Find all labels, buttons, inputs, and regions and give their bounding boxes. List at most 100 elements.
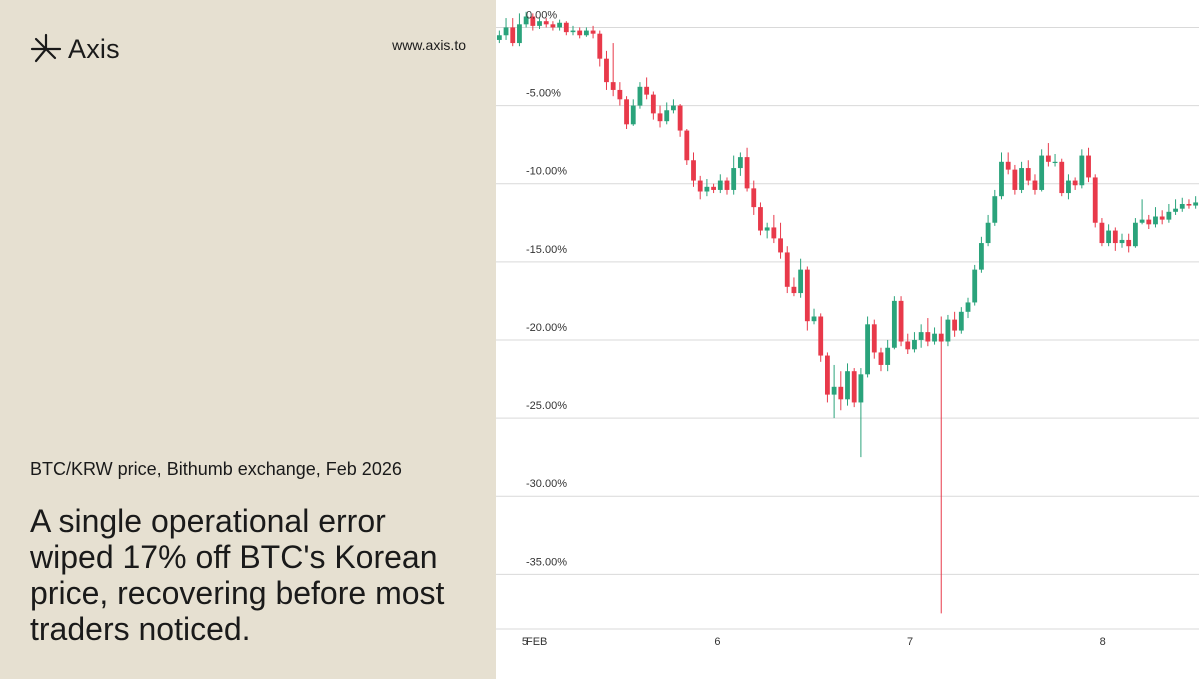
candle	[1112, 227, 1118, 251]
x-tick-label: FEB	[526, 636, 547, 648]
candle-body	[751, 188, 757, 208]
candle-layer	[496, 11, 1199, 614]
candle	[523, 11, 529, 28]
candle	[1173, 199, 1178, 215]
candle	[724, 177, 730, 195]
candle	[918, 324, 924, 348]
candle-body	[932, 333, 937, 342]
candle	[657, 105, 663, 128]
x-tick-label: 7	[907, 636, 913, 648]
candle-body	[1052, 161, 1058, 164]
candle	[583, 27, 589, 37]
candle-body	[898, 300, 904, 342]
candle	[858, 368, 864, 458]
candle	[1193, 196, 1199, 209]
candle	[731, 155, 737, 195]
candle-body	[1032, 180, 1038, 190]
candle	[751, 180, 757, 215]
candle-body	[784, 252, 790, 287]
candle	[764, 222, 770, 239]
candle	[644, 77, 650, 100]
candle-body	[523, 16, 529, 25]
candle	[1012, 164, 1018, 195]
candle	[1005, 152, 1011, 175]
candle-body	[650, 94, 656, 114]
candle-body	[1106, 230, 1112, 244]
candle	[610, 43, 616, 97]
chart-panel: 0.00% -5.00% -10.00% -15.00% -20.00% -25.00% -…	[496, 4, 1199, 679]
candle-body	[704, 186, 710, 192]
candle-body	[624, 99, 629, 125]
candle	[871, 319, 877, 359]
candle-body	[724, 180, 730, 190]
candle-body	[543, 21, 549, 25]
candle	[1079, 149, 1085, 189]
candle-body	[577, 30, 583, 36]
candle-body	[978, 243, 984, 270]
candle-body	[985, 222, 991, 244]
candle	[811, 308, 817, 325]
candle	[597, 30, 603, 67]
candle	[1032, 174, 1038, 195]
candle	[650, 91, 656, 120]
candle-body	[570, 30, 576, 33]
candle-body	[644, 86, 650, 95]
candle-body	[945, 319, 951, 342]
candle-body	[537, 21, 542, 26]
x-tick-label: 6	[714, 636, 720, 648]
candle-body	[557, 22, 563, 28]
candle	[1039, 149, 1045, 192]
y-tick-label: -30.00%	[526, 478, 567, 490]
candle	[704, 179, 710, 197]
candle-body	[925, 332, 931, 342]
candle	[1092, 174, 1098, 228]
candle	[1186, 199, 1192, 209]
candle	[784, 246, 790, 294]
candle-body	[865, 324, 870, 375]
candle-body	[1019, 168, 1024, 190]
brand-name: Axis	[68, 33, 120, 64]
candle-body	[992, 196, 998, 223]
candle-body	[818, 316, 824, 356]
x-tick-label: 5	[522, 636, 528, 648]
candle	[503, 18, 509, 40]
candle-body	[1092, 177, 1098, 223]
candle	[604, 50, 609, 90]
candle-body	[617, 89, 623, 100]
candle-body	[563, 22, 569, 33]
candle-body	[1126, 239, 1132, 247]
chart-subtitle: BTC/KRW price, Bithumb exchange, Feb 202…	[30, 459, 402, 479]
candle	[865, 316, 870, 378]
candle-body	[1193, 202, 1199, 206]
x-tick-label: 8	[1100, 636, 1106, 648]
candle	[845, 363, 850, 406]
candle-body	[583, 30, 589, 36]
candle-body	[891, 300, 897, 348]
candle	[664, 102, 670, 125]
candle	[798, 258, 804, 298]
brand[interactable]: Axis	[30, 33, 120, 65]
website-link[interactable]: www.axis.to	[392, 37, 466, 53]
candle	[543, 18, 549, 28]
candle	[684, 129, 690, 165]
candle	[1052, 154, 1058, 167]
candle-body	[1166, 211, 1172, 220]
candle	[737, 152, 743, 176]
candle-body	[1099, 222, 1105, 244]
headline: A single operational error wiped 17% off…	[30, 503, 445, 647]
candle-body	[744, 157, 750, 189]
candle	[938, 316, 944, 614]
candle-body	[811, 316, 817, 322]
y-tick-label: -15.00%	[526, 244, 567, 256]
candle-body	[878, 352, 884, 365]
candle	[1126, 233, 1132, 253]
candle-body	[737, 157, 743, 169]
y-tick-label: -35.00%	[526, 556, 567, 568]
candle	[958, 307, 964, 334]
candle-body	[831, 386, 837, 395]
candle	[898, 296, 904, 347]
candle-body	[1045, 155, 1051, 162]
candle	[932, 327, 937, 345]
candle-body	[1139, 219, 1145, 223]
